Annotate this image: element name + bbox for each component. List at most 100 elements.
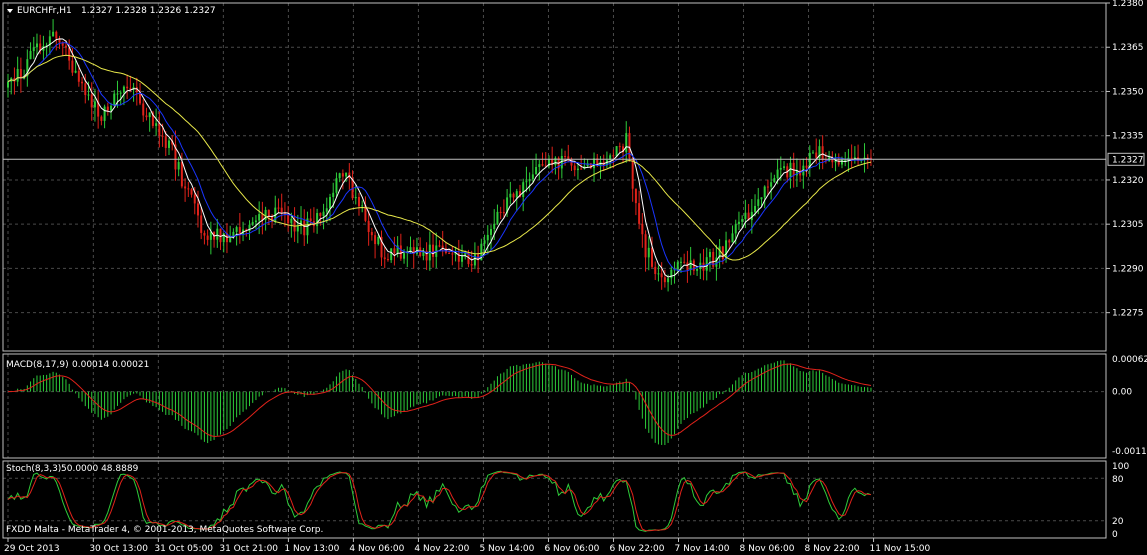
pane-frame (2, 2, 1107, 352)
candle-body (551, 158, 554, 166)
candle-body (622, 146, 625, 153)
candle-body (480, 243, 483, 261)
candle-body (370, 232, 373, 236)
x-tick-label: 7 Nov 14:00 (675, 544, 730, 554)
macd-tick-label: -0.00115 (1112, 447, 1147, 457)
candle-body (32, 47, 35, 52)
candle-body (151, 112, 154, 126)
candle-body (615, 146, 618, 157)
candle-body (264, 209, 267, 221)
candle-body (844, 160, 847, 162)
candle-body (283, 212, 286, 215)
candle-body (71, 60, 74, 73)
x-tick-label: 31 Oct 21:00 (219, 544, 278, 554)
candle-body (683, 261, 686, 263)
stoch-values: 50.0000 48.8889 (61, 464, 139, 474)
candle-body (609, 155, 612, 160)
candle-body (573, 165, 576, 171)
candle-body (258, 214, 261, 221)
candle-body (329, 197, 331, 209)
candle-body (306, 218, 309, 236)
candle-body (316, 213, 319, 227)
macd-signal-line (7, 363, 872, 438)
candle-body (795, 170, 798, 176)
candle-body (461, 255, 464, 262)
candle-body (866, 157, 869, 159)
candle-body (744, 212, 747, 220)
candle-body (432, 244, 435, 257)
candle-body (280, 207, 283, 213)
x-tick-label: 6 Nov 06:00 (544, 544, 599, 554)
stochastic-pane (7, 470, 872, 532)
candle-body (692, 260, 695, 271)
candle-body (238, 227, 241, 235)
candle-body (39, 43, 42, 51)
stoch-title: Stoch(8,3,3) (6, 464, 61, 474)
candle-body (374, 235, 377, 245)
candle-body (174, 144, 177, 170)
grid-lines (3, 2, 1106, 538)
candle-body (538, 164, 541, 168)
candle-body (248, 224, 251, 232)
candle-body (522, 182, 525, 197)
y-tick-label: 1.2365 (1112, 43, 1144, 53)
candle-body (783, 166, 786, 168)
candle-body (750, 211, 753, 221)
candle-body (467, 253, 470, 265)
candle-body (512, 193, 515, 198)
candle-body (219, 228, 222, 243)
candle-body (754, 205, 757, 212)
candle-body (184, 186, 187, 189)
candle-body (531, 174, 534, 180)
current-price-label: 1.2327 (1112, 155, 1144, 165)
x-tick-label: 4 Nov 22:00 (414, 544, 469, 554)
candle-body (731, 233, 734, 243)
candle-body (773, 178, 776, 183)
candle-body (625, 133, 628, 153)
candle-body (779, 167, 782, 170)
candle-body (126, 86, 129, 89)
candle-body (554, 157, 557, 166)
candle-body (113, 93, 116, 106)
candle-body (631, 158, 634, 189)
candle-body (515, 191, 518, 198)
candle-body (135, 87, 138, 93)
candle-body (61, 42, 64, 46)
candle-body (64, 45, 67, 48)
candle-body (422, 250, 425, 256)
candle-body (815, 152, 818, 158)
candle-body (612, 155, 615, 157)
candle-body (840, 160, 843, 165)
candle-body (267, 209, 270, 217)
candle-body (789, 162, 792, 178)
candle-body (483, 240, 486, 244)
candle-body (158, 123, 161, 136)
candle-body (58, 38, 61, 43)
candle-body (332, 192, 335, 198)
candle-body (586, 163, 589, 167)
symbol-label: EURCHFr,H1 (17, 6, 72, 16)
candle-body (438, 245, 441, 247)
candle-body (122, 86, 125, 93)
candle-body (261, 214, 264, 221)
candle-body (367, 220, 370, 233)
y-tick-label: 1.2290 (1112, 264, 1144, 274)
candle-body (90, 94, 93, 108)
candle-body (74, 70, 77, 73)
candle-body (84, 83, 87, 96)
candle-body (528, 179, 531, 182)
candle-body (496, 211, 499, 224)
candle-body (338, 173, 341, 179)
chart-menu-triangle-icon[interactable] (7, 9, 13, 13)
candle-body (177, 162, 180, 170)
candle-body (647, 247, 650, 258)
candle-body (686, 262, 689, 270)
candle-body (818, 146, 821, 158)
candle-body (509, 193, 512, 198)
candle-body (535, 167, 538, 175)
candle-body (325, 208, 328, 212)
candle-body (132, 87, 135, 90)
candle-body (596, 158, 599, 166)
candle-body (42, 46, 45, 51)
